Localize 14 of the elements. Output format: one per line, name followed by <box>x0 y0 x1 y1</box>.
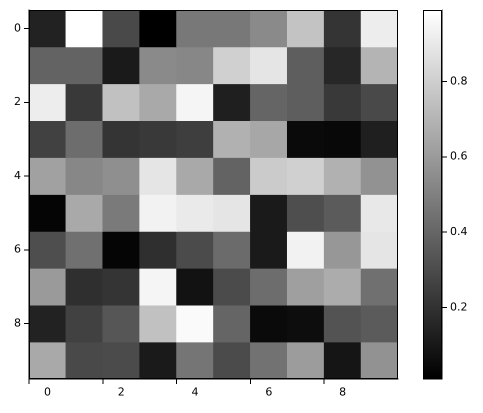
y-tick-label: 4 <box>14 168 21 182</box>
y-tick-label: 6 <box>14 242 21 256</box>
x-tick-label: 2 <box>118 385 125 398</box>
color-bar-label: 0.2 <box>450 300 468 314</box>
color-bar-label: 0.6 <box>450 150 468 163</box>
x-tick-label: 8 <box>339 385 346 398</box>
x-tick-label: 6 <box>265 385 272 398</box>
y-tick-label: 0 <box>14 21 21 34</box>
color-bar-label: 0.8 <box>450 74 468 88</box>
x-tick-label: 4 <box>192 385 199 398</box>
color-bar-label: 0.4 <box>450 225 468 238</box>
y-tick-label: 2 <box>14 95 21 108</box>
y-tick-label: 8 <box>14 316 21 330</box>
x-tick-label: 0 <box>44 385 51 398</box>
